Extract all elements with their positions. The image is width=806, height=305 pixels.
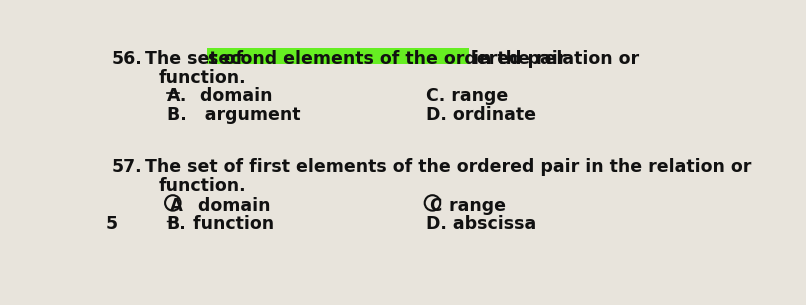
Text: in the relation or: in the relation or bbox=[467, 50, 639, 68]
Text: The set of: The set of bbox=[145, 50, 249, 68]
Text: second elements of the ordered pair: second elements of the ordered pair bbox=[209, 50, 567, 68]
Bar bbox=[207, 48, 469, 63]
Text: C. range: C. range bbox=[426, 88, 509, 106]
Text: range: range bbox=[443, 197, 506, 215]
Text: B.   argument: B. argument bbox=[167, 106, 300, 124]
Text: function: function bbox=[181, 215, 274, 233]
Text: A: A bbox=[170, 197, 183, 215]
Text: function.: function. bbox=[159, 69, 247, 87]
Text: 57.: 57. bbox=[111, 158, 142, 176]
Text: The set of first elements of the ordered pair in the relation or: The set of first elements of the ordered… bbox=[145, 158, 751, 176]
Text: D. abscissa: D. abscissa bbox=[426, 215, 537, 233]
Text: function.: function. bbox=[159, 177, 247, 195]
Text: D. ordinate: D. ordinate bbox=[426, 106, 536, 124]
Text: B.: B. bbox=[167, 215, 186, 233]
Text: A.: A. bbox=[167, 88, 187, 106]
Text: C: C bbox=[430, 197, 442, 215]
Text: domain: domain bbox=[186, 197, 271, 215]
Text: 5: 5 bbox=[106, 215, 118, 233]
Text: 56.: 56. bbox=[111, 50, 143, 68]
Text: domain: domain bbox=[182, 88, 272, 106]
